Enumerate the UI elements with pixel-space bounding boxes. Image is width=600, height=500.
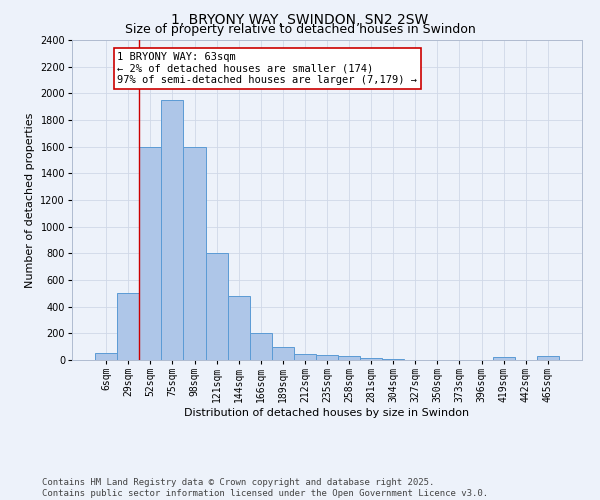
- Bar: [537, 356, 559, 360]
- Bar: [493, 358, 515, 360]
- Bar: [360, 358, 382, 360]
- Bar: [250, 334, 272, 360]
- Bar: [139, 146, 161, 360]
- Bar: [316, 356, 338, 360]
- Text: 1 BRYONY WAY: 63sqm
← 2% of detached houses are smaller (174)
97% of semi-detach: 1 BRYONY WAY: 63sqm ← 2% of detached hou…: [117, 52, 417, 85]
- Bar: [338, 356, 360, 360]
- X-axis label: Distribution of detached houses by size in Swindon: Distribution of detached houses by size …: [184, 408, 470, 418]
- Bar: [382, 358, 404, 360]
- Y-axis label: Number of detached properties: Number of detached properties: [25, 112, 35, 288]
- Bar: [161, 100, 184, 360]
- Bar: [272, 348, 294, 360]
- Bar: [227, 296, 250, 360]
- Bar: [294, 354, 316, 360]
- Text: Size of property relative to detached houses in Swindon: Size of property relative to detached ho…: [125, 22, 475, 36]
- Text: 1, BRYONY WAY, SWINDON, SN2 2SW: 1, BRYONY WAY, SWINDON, SN2 2SW: [172, 12, 428, 26]
- Bar: [184, 146, 206, 360]
- Bar: [117, 294, 139, 360]
- Bar: [206, 254, 227, 360]
- Text: Contains HM Land Registry data © Crown copyright and database right 2025.
Contai: Contains HM Land Registry data © Crown c…: [42, 478, 488, 498]
- Bar: [95, 352, 117, 360]
